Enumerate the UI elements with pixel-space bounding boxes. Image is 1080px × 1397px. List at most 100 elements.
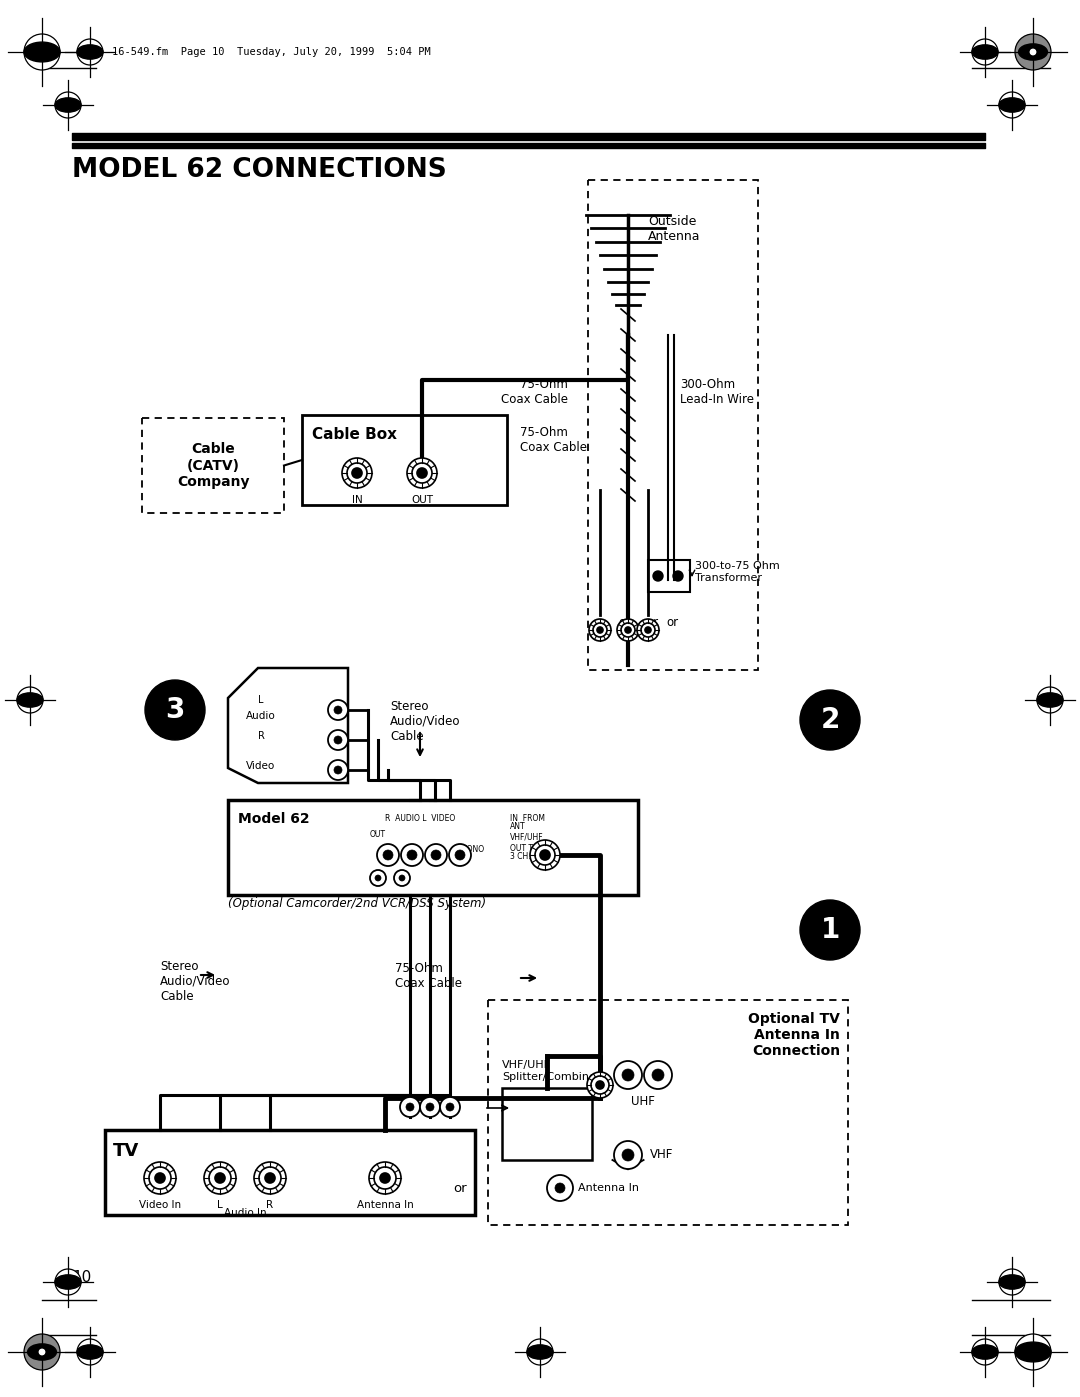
Circle shape	[411, 462, 432, 483]
Ellipse shape	[1037, 693, 1063, 707]
Ellipse shape	[999, 98, 1025, 112]
Text: Audio In: Audio In	[224, 1208, 267, 1218]
Bar	[228, 800, 638, 895]
Circle shape	[972, 39, 998, 66]
Bar	[302, 415, 507, 504]
Text: OUT: OUT	[370, 830, 386, 840]
Circle shape	[622, 1148, 634, 1161]
Text: 10: 10	[72, 1270, 91, 1285]
Ellipse shape	[17, 693, 43, 707]
Bar	[648, 560, 690, 592]
Circle shape	[637, 619, 659, 641]
Text: R  AUDIO L  VIDEO: R AUDIO L VIDEO	[384, 814, 456, 823]
Circle shape	[407, 458, 437, 488]
Circle shape	[588, 1071, 613, 1098]
Text: TV: TV	[113, 1141, 139, 1160]
Circle shape	[800, 900, 860, 960]
Circle shape	[145, 680, 205, 740]
Text: Audio: Audio	[246, 711, 275, 721]
Circle shape	[259, 1166, 281, 1189]
Circle shape	[347, 462, 367, 483]
Text: 300-Ohm
Lead-In Wire: 300-Ohm Lead-In Wire	[680, 379, 754, 407]
Circle shape	[426, 1104, 434, 1111]
Text: OUT TO TV: OUT TO TV	[510, 844, 551, 854]
Circle shape	[535, 845, 555, 865]
Circle shape	[55, 92, 81, 117]
Circle shape	[399, 875, 405, 882]
Text: Cable
(CATV)
Company: Cable (CATV) Company	[177, 443, 249, 489]
Text: 75-Ohm
Coax Cable: 75-Ohm Coax Cable	[395, 963, 462, 990]
Text: 75-Ohm
Coax Cable: 75-Ohm Coax Cable	[501, 379, 568, 407]
Text: or: or	[666, 616, 678, 629]
Circle shape	[591, 1076, 609, 1094]
Text: 2: 2	[821, 705, 839, 733]
Circle shape	[17, 687, 43, 712]
Circle shape	[1015, 1334, 1051, 1370]
Text: Antenna In: Antenna In	[356, 1200, 414, 1210]
Circle shape	[1037, 687, 1063, 712]
Text: R: R	[267, 1200, 273, 1210]
Text: Video In: Video In	[139, 1200, 181, 1210]
Bar	[105, 1130, 475, 1215]
Text: MODEL 62 CONNECTIONS: MODEL 62 CONNECTIONS	[72, 156, 447, 183]
Text: IN  FROM: IN FROM	[510, 814, 545, 823]
Circle shape	[39, 1350, 44, 1355]
Text: IN: IN	[352, 495, 363, 504]
Circle shape	[369, 1162, 401, 1194]
Circle shape	[555, 1183, 565, 1193]
Circle shape	[593, 623, 607, 637]
Circle shape	[55, 1268, 81, 1295]
Circle shape	[400, 1097, 420, 1118]
Circle shape	[800, 690, 860, 750]
Circle shape	[999, 1268, 1025, 1295]
Circle shape	[589, 619, 611, 641]
Circle shape	[210, 1166, 231, 1189]
Circle shape	[673, 571, 683, 581]
Circle shape	[615, 1060, 642, 1090]
Circle shape	[440, 1097, 460, 1118]
Circle shape	[254, 1162, 286, 1194]
Text: MONO: MONO	[460, 845, 484, 854]
Circle shape	[1015, 34, 1051, 70]
Circle shape	[377, 844, 399, 866]
Circle shape	[77, 1338, 103, 1365]
Ellipse shape	[24, 42, 60, 61]
Circle shape	[334, 705, 342, 714]
Circle shape	[149, 1166, 171, 1189]
Circle shape	[383, 849, 393, 861]
Circle shape	[370, 870, 386, 886]
Ellipse shape	[1018, 43, 1048, 60]
Text: (Optional Camcorder/2nd VCR/DSS System): (Optional Camcorder/2nd VCR/DSS System)	[228, 897, 486, 909]
Text: 16-549.fm  Page 10  Tuesday, July 20, 1999  5:04 PM: 16-549.fm Page 10 Tuesday, July 20, 1999…	[112, 47, 431, 57]
Circle shape	[374, 1166, 396, 1189]
Ellipse shape	[77, 1345, 103, 1359]
Circle shape	[204, 1162, 237, 1194]
Circle shape	[417, 468, 427, 478]
Ellipse shape	[972, 45, 998, 59]
Circle shape	[642, 623, 654, 637]
Circle shape	[645, 627, 651, 633]
Ellipse shape	[28, 1344, 56, 1361]
Text: UHF: UHF	[631, 1095, 654, 1108]
Circle shape	[972, 1338, 998, 1365]
Text: 3: 3	[165, 696, 185, 724]
Circle shape	[328, 731, 348, 750]
Circle shape	[394, 870, 410, 886]
Circle shape	[527, 1338, 553, 1365]
Ellipse shape	[972, 1345, 998, 1359]
Text: OUT: OUT	[411, 495, 433, 504]
Text: 1: 1	[821, 916, 839, 944]
Text: Model 62: Model 62	[238, 812, 310, 826]
Text: Outside
Antenna: Outside Antenna	[648, 215, 701, 243]
Ellipse shape	[77, 45, 103, 59]
Circle shape	[156, 1173, 165, 1183]
Text: Antenna In: Antenna In	[578, 1183, 639, 1193]
Circle shape	[530, 840, 561, 870]
Ellipse shape	[999, 1275, 1025, 1289]
Circle shape	[375, 875, 381, 882]
Text: L: L	[217, 1200, 222, 1210]
Text: Stereo
Audio/Video
Cable: Stereo Audio/Video Cable	[160, 960, 230, 1003]
Circle shape	[622, 1069, 634, 1081]
Circle shape	[449, 844, 471, 866]
Bar	[502, 1088, 592, 1160]
